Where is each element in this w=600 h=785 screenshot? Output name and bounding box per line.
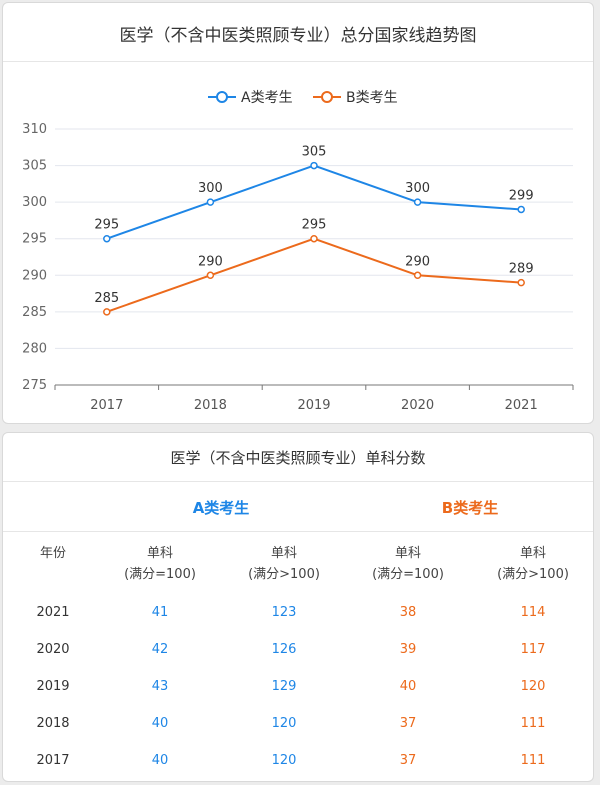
score-cell: 38: [399, 605, 417, 620]
data-label: 285: [94, 291, 119, 306]
data-point: [206, 271, 215, 280]
data-label: 290: [198, 254, 223, 269]
table-title: 医学（不含中医类照顾专业）单科分数: [170, 449, 426, 467]
header-line-2: (满分>100): [497, 567, 569, 582]
score-cell: 114: [520, 605, 546, 620]
header-line-1: 单科: [270, 546, 297, 561]
header-line-1: 单科: [146, 546, 173, 561]
data-point: [413, 271, 422, 280]
data-point: [310, 234, 318, 243]
score-cell: 129: [271, 679, 297, 694]
score-cell: 126: [271, 642, 297, 657]
score-cell: 40: [399, 679, 417, 694]
x-tick-label: 2019: [297, 398, 330, 413]
data-point: [517, 278, 525, 287]
data-point: [103, 308, 111, 316]
group-a-header: A类考生: [192, 499, 250, 517]
data-label: 305: [302, 145, 327, 160]
year-cell: 2019: [36, 679, 70, 694]
table-header-cell: 单科 (满分>100): [229, 543, 339, 585]
header-line-1: 年份: [39, 546, 66, 561]
data-label: 290: [405, 254, 430, 269]
data-label: 295: [94, 218, 119, 233]
x-tick-label: 2020: [401, 398, 434, 413]
table-header-cell: 单科 (满分>100): [478, 543, 588, 585]
year-cell: 2018: [36, 716, 70, 731]
year-cell: 2020: [36, 642, 70, 657]
data-label: 299: [509, 188, 534, 203]
year-cell: 2017: [36, 753, 70, 768]
chart-title-divider: [3, 61, 593, 62]
score-table-card: 医学（不含中医类照顾专业）单科分数 A类考生 B类考生 年份 单科 (满分=100)…: [2, 432, 594, 782]
y-tick-label: 290: [22, 268, 47, 283]
score-cell: 41: [151, 605, 169, 620]
data-point: [310, 161, 318, 170]
score-cell: 40: [151, 716, 169, 731]
y-tick-label: 280: [22, 341, 47, 356]
x-tick-label: 2021: [505, 398, 538, 413]
score-cell: 111: [520, 716, 546, 731]
group-header-divider: [3, 531, 593, 532]
score-cell: 42: [151, 642, 169, 657]
chart-card: 医学（不含中医类照顾专业）总分国家线趋势图 275 280 285 290 295 300…: [2, 2, 594, 424]
score-cell: 123: [271, 605, 297, 620]
y-tick-label: 275: [22, 378, 47, 393]
header-line-2: (满分=100): [124, 567, 196, 582]
table-header-cell: 单科 (满分=100): [353, 543, 463, 585]
y-tick-label: 310: [22, 122, 47, 137]
score-cell: 117: [520, 642, 546, 657]
table-title-divider: [3, 481, 593, 482]
chart-title: 医学（不含中医类照顾专业）总分国家线趋势图: [119, 26, 477, 46]
score-cell: 37: [399, 753, 417, 768]
score-cell: 120: [520, 679, 546, 694]
data-point: [206, 198, 215, 206]
header-line-2: (满分>100): [248, 567, 320, 582]
score-cell: 39: [399, 642, 417, 657]
line-chart: 275 280 285 290 295 300 305 310 2017 2018 2019 2020…: [22, 90, 574, 413]
score-cell: 37: [399, 716, 417, 731]
year-cell: 2021: [36, 605, 70, 620]
y-tick-label: 295: [22, 232, 47, 247]
score-cell: 111: [520, 753, 546, 768]
y-tick-label: 285: [22, 305, 47, 320]
legend-label: B类考生: [346, 90, 398, 106]
score-cell: 40: [151, 753, 169, 768]
table-header-cell: 年份: [0, 543, 108, 564]
score-cell: 120: [271, 716, 297, 731]
data-point: [413, 198, 422, 206]
data-label: 289: [509, 262, 534, 277]
legend-swatch-marker: [216, 91, 228, 103]
header-line-1: 单科: [394, 546, 421, 561]
table-header-cell: 单科 (满分=100): [105, 543, 215, 585]
legend-label: A类考生: [241, 90, 293, 106]
y-tick-label: 305: [22, 159, 47, 174]
data-label: 300: [198, 181, 223, 196]
header-line-1: 单科: [519, 546, 546, 561]
x-tick-label: 2018: [194, 398, 227, 413]
group-b-header: B类考生: [441, 499, 499, 517]
data-point: [103, 234, 111, 243]
x-tick-label: 2017: [90, 398, 123, 413]
data-label: 295: [302, 218, 327, 233]
score-cell: 120: [271, 753, 297, 768]
y-tick-label: 300: [22, 195, 47, 210]
score-cell: 43: [151, 679, 169, 694]
data-point: [517, 205, 525, 214]
legend-swatch-marker: [321, 91, 333, 103]
header-line-2: (满分=100): [372, 567, 444, 582]
data-label: 300: [405, 181, 430, 196]
